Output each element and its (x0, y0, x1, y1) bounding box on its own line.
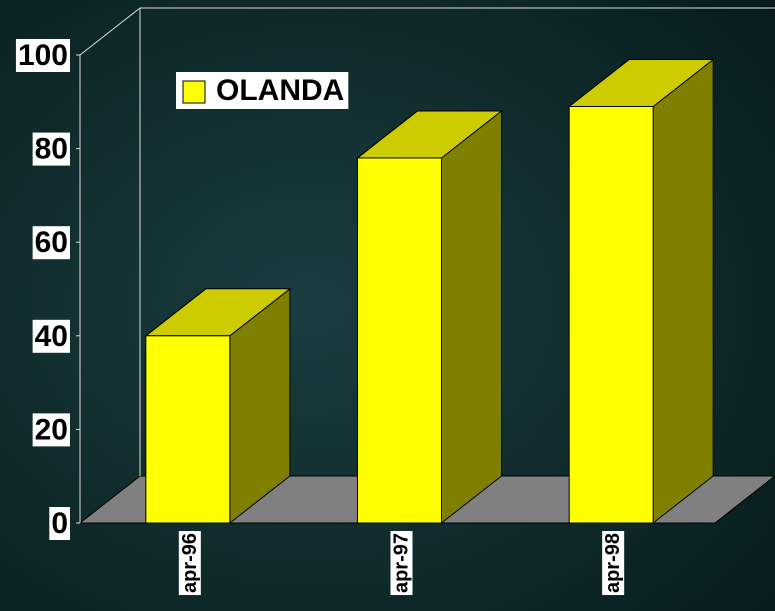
bar (145, 335, 231, 524)
x-tick-label: apr-96 (179, 533, 201, 593)
y-tick-label-bg (15, 39, 70, 72)
y-tick-label: 80 (35, 133, 68, 166)
y-tick-label-bg (32, 319, 70, 353)
y-tick-label-bg (32, 413, 70, 447)
y-tick-label: 40 (35, 320, 68, 353)
plot-area: 0 20 40 60 80 100 apr-96 apr-97 apr-98 OLANDA (15, 7, 775, 596)
back-wall (79, 7, 775, 523)
y-tick-label: 100 (18, 39, 68, 72)
bar (357, 157, 442, 524)
y-tick-label: 0 (51, 507, 68, 540)
legend-label: OLANDA (216, 74, 344, 107)
y-tick-label: 20 (35, 413, 68, 446)
x-tick-label-bg (178, 531, 201, 596)
bar (568, 105, 654, 524)
x-tick-label: apr-98 (602, 533, 624, 593)
y-tick-label-bg (49, 507, 70, 540)
y-tick-label: 60 (35, 226, 68, 259)
bar-side (441, 109, 502, 525)
legend-swatch (182, 80, 206, 104)
x-tick-label-bg (390, 531, 413, 596)
bar-side (652, 58, 714, 525)
x-tick-label-bg (602, 531, 625, 596)
x-tick-label: apr-97 (391, 533, 413, 593)
y-tick-label-bg (32, 226, 70, 260)
y-tick-label-bg (32, 132, 70, 166)
